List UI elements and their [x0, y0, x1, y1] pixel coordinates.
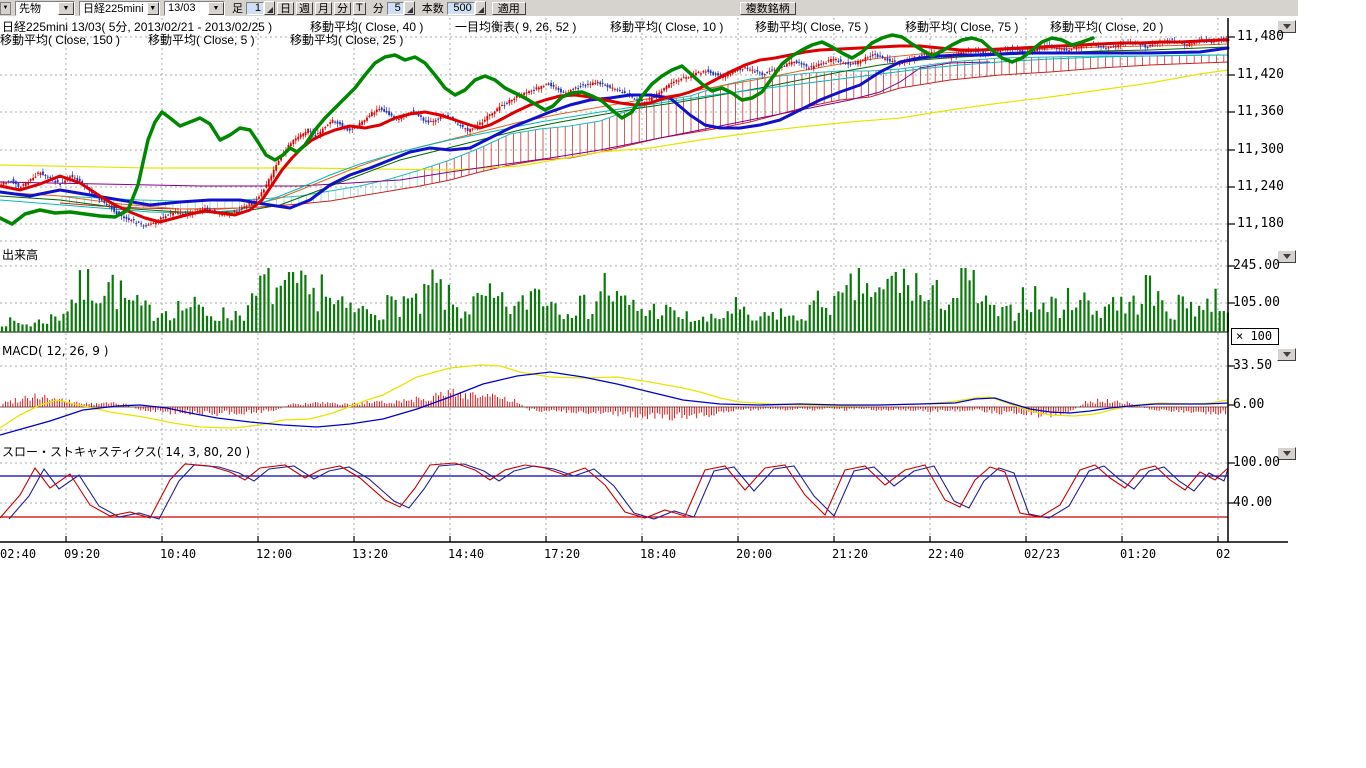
spin-grip-icon[interactable]: [475, 1, 486, 15]
volume-multiplier-badge: × 100: [1231, 328, 1279, 345]
instrument-type-value: 先物: [16, 0, 58, 16]
bar-count-label: 本数: [422, 0, 444, 16]
spin-grip-icon[interactable]: [404, 1, 415, 15]
bar-interval-stepper[interactable]: 1: [246, 2, 275, 15]
chevron-down-icon[interactable]: ▼: [58, 2, 74, 15]
macd-pane-dropdown-button[interactable]: [1277, 348, 1296, 361]
period-day-button[interactable]: 日: [277, 2, 294, 15]
symbol-select[interactable]: 日経225mini ▼: [79, 1, 160, 16]
spin-grip-icon[interactable]: [264, 1, 275, 15]
legend-row-1: 日経225mini 13/03( 5分, 2013/02/21 - 2013/0…: [0, 18, 1228, 31]
apply-button[interactable]: 適用: [492, 2, 526, 15]
symbol-value: 日経225mini: [80, 0, 147, 16]
legend-entry: 移動平均( Close, 5 ): [148, 31, 255, 48]
stoch-pane-dropdown-button[interactable]: [1277, 447, 1296, 460]
period-week-button[interactable]: 週: [296, 2, 313, 15]
contract-month-select[interactable]: 13/03 ▼: [164, 1, 225, 16]
chart-canvas[interactable]: [0, 16, 1366, 768]
chart-area[interactable]: 日経225mini 13/03( 5分, 2013/02/21 - 2013/0…: [0, 16, 1366, 768]
legend-entry: 移動平均( Close, 150 ): [0, 31, 120, 48]
bar-label: 足: [232, 0, 243, 16]
legend-entry: 移動平均( Close, 25 ): [290, 31, 403, 48]
price-pane-dropdown-button[interactable]: [1277, 20, 1296, 33]
chevron-down-icon: [1283, 352, 1291, 357]
period-minute-button[interactable]: 分: [334, 2, 351, 15]
bar-count-stepper[interactable]: 500: [447, 2, 486, 15]
trading-chart-window: ▼ 先物 ▼ 日経225mini ▼ 13/03 ▼ 足 1 日 週 月 分 T…: [0, 0, 1366, 768]
period-month-button[interactable]: 月: [315, 2, 332, 15]
corner-dropdown-icon[interactable]: ▼: [0, 2, 11, 15]
bar-interval-value[interactable]: 1: [246, 2, 264, 15]
chevron-down-icon: [1283, 451, 1291, 456]
minute-stepper[interactable]: 5: [387, 2, 415, 15]
period-tick-button[interactable]: T: [353, 2, 366, 15]
chevron-down-icon[interactable]: ▼: [208, 2, 224, 15]
chevron-down-icon: [1283, 254, 1291, 259]
chevron-down-icon: [1283, 24, 1291, 29]
multi-symbol-button[interactable]: 複数銘柄: [740, 2, 796, 15]
toolbar: ▼ 先物 ▼ 日経225mini ▼ 13/03 ▼ 足 1 日 週 月 分 T…: [0, 0, 1298, 17]
contract-month-value: 13/03: [165, 2, 208, 14]
minute-value[interactable]: 5: [387, 2, 404, 15]
instrument-type-select[interactable]: 先物 ▼: [15, 1, 75, 16]
legend-row-2: 移動平均( Close, 150 )移動平均( Close, 5 )移動平均( …: [0, 31, 1228, 44]
minute-label: 分: [373, 0, 384, 16]
bar-count-value[interactable]: 500: [447, 2, 475, 15]
volume-pane-dropdown-button[interactable]: [1277, 250, 1296, 263]
chevron-down-icon[interactable]: ▼: [147, 2, 159, 15]
